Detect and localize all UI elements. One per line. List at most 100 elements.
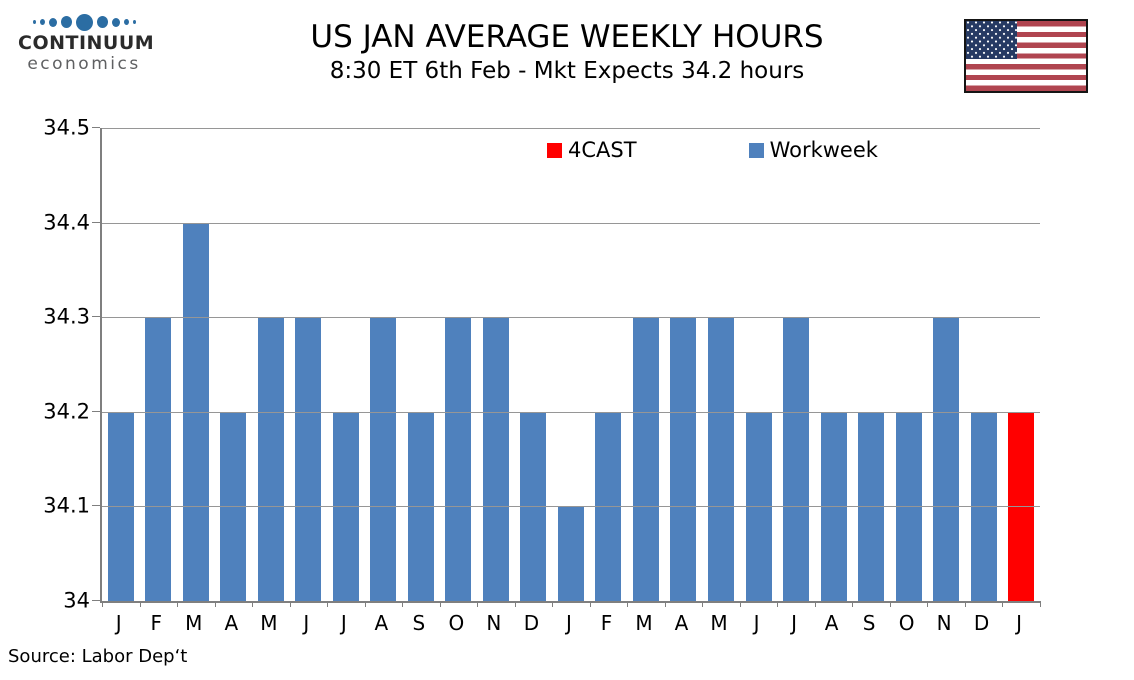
- x-tick-label: A: [224, 611, 239, 635]
- gridline: [102, 317, 1040, 319]
- bar-slot: [777, 128, 815, 601]
- x-tick-label: A: [824, 611, 839, 635]
- x-tick-label: F: [150, 611, 163, 635]
- y-tick-label: 34.1: [43, 493, 90, 518]
- x-axis-tick: [589, 601, 591, 607]
- logo-dot: [123, 19, 129, 25]
- bar-workweek: [670, 317, 697, 601]
- x-axis-tick: [214, 601, 216, 607]
- bar-slot: [815, 128, 853, 601]
- x-axis-tick: [702, 601, 704, 607]
- bar-workweek: [557, 506, 584, 601]
- bar-workweek: [295, 317, 322, 601]
- bar-slot: [515, 128, 553, 601]
- bar-slot: [402, 128, 440, 601]
- x-tick-label: N: [936, 611, 952, 635]
- y-axis-tick: [92, 127, 100, 128]
- logo-dot: [60, 16, 72, 28]
- bar-slot: [590, 128, 628, 601]
- gridline: [102, 506, 1040, 508]
- x-tick-label: J: [340, 611, 347, 635]
- x-axis-tick: [327, 601, 329, 607]
- x-axis-tick: [814, 601, 816, 607]
- x-tick-label: O: [448, 611, 465, 635]
- x-axis-tick: [177, 601, 179, 607]
- x-axis-tick: [1040, 601, 1041, 607]
- x-axis-tick: [852, 601, 854, 607]
- gridline: [102, 128, 1040, 129]
- x-axis-tick: [402, 601, 404, 607]
- x-tick-label: J: [753, 611, 760, 635]
- x-axis-tick: [289, 601, 291, 607]
- x-tick-label: O: [898, 611, 915, 635]
- legend-swatch: [748, 142, 764, 158]
- logo-dot: [75, 13, 93, 31]
- x-tick-label: A: [374, 611, 389, 635]
- gridline: [102, 411, 1040, 413]
- logo-dot: [132, 20, 136, 24]
- bars: [102, 128, 1040, 601]
- x-tick-label: N: [486, 611, 502, 635]
- bar-slot: [290, 128, 328, 601]
- x-axis-tick: [777, 601, 779, 607]
- x-tick-label: F: [600, 611, 613, 635]
- bar-slot: [365, 128, 403, 601]
- gridline: [102, 222, 1040, 224]
- x-axis-tick: [139, 601, 141, 607]
- flag-canton: [966, 21, 1017, 59]
- x-axis-tick: [964, 601, 966, 607]
- plot-area: 4CAST Workweek: [92, 127, 1041, 607]
- x-tick-label: J: [791, 611, 797, 635]
- bar-slot: [252, 128, 290, 601]
- logo-wordmark: CONTINUUM: [18, 32, 155, 54]
- x-axis-tick: [102, 601, 103, 607]
- y-axis-tick: [92, 410, 100, 412]
- x-axis-tick: [627, 601, 629, 607]
- page-title: US JAN AVERAGE WEEKLY HOURS: [310, 19, 824, 55]
- y-tick-label: 34.2: [43, 399, 90, 424]
- x-tick-label: J: [303, 611, 310, 635]
- x-axis-tick: [439, 601, 441, 607]
- bar-workweek: [257, 317, 284, 601]
- us-flag-icon: [964, 19, 1088, 93]
- bar-slot: [477, 128, 515, 601]
- legend-swatch: [547, 142, 562, 158]
- y-tick-label: 34: [63, 588, 90, 613]
- bar-slot: [440, 128, 478, 601]
- x-axis-tick: [252, 601, 254, 607]
- logo-dot: [111, 17, 120, 27]
- bar-slot: [740, 128, 778, 601]
- chart-legend: 4CAST Workweek: [547, 138, 878, 162]
- x-tick-label: M: [260, 611, 278, 635]
- x-tick-label: J: [115, 611, 122, 635]
- x-tick-label: J: [565, 611, 572, 635]
- bar-slot: [215, 128, 253, 601]
- x-tick-label: A: [674, 611, 689, 635]
- y-axis-tick: [92, 221, 100, 223]
- logo-dot: [96, 16, 108, 28]
- page-subtitle: 8:30 ET 6th Feb - Mkt Expects 34.2 hours: [329, 58, 805, 85]
- logo-dot: [48, 17, 57, 27]
- bar-workweek: [145, 317, 172, 601]
- x-axis-tick: [739, 601, 741, 607]
- y-axis-labels: 34.5 34.4 34.3 34.2 34.1 34: [0, 116, 90, 613]
- logo-tagline: economics: [27, 53, 141, 74]
- bar-slot: [102, 128, 140, 601]
- x-axis-tick: [927, 601, 929, 607]
- x-axis-tick: [664, 601, 666, 607]
- x-tick-label: M: [710, 611, 728, 635]
- x-tick-label: D: [973, 611, 990, 635]
- logo-dots-icon: [18, 12, 150, 32]
- continuum-logo: CONTINUUM economics: [18, 12, 155, 74]
- legend-label: 4CAST: [568, 138, 637, 162]
- bar-workweek: [708, 317, 734, 601]
- legend-label: Workweek: [769, 138, 878, 162]
- bar-slot: [852, 128, 890, 601]
- bar-slot: [1002, 128, 1040, 601]
- bar-workweek: [783, 317, 810, 601]
- bar-workweek: [632, 317, 659, 601]
- y-axis-tick: [92, 600, 100, 601]
- source-note: Source: Labor Dep‘t: [8, 646, 188, 667]
- y-axis-tick: [92, 316, 100, 318]
